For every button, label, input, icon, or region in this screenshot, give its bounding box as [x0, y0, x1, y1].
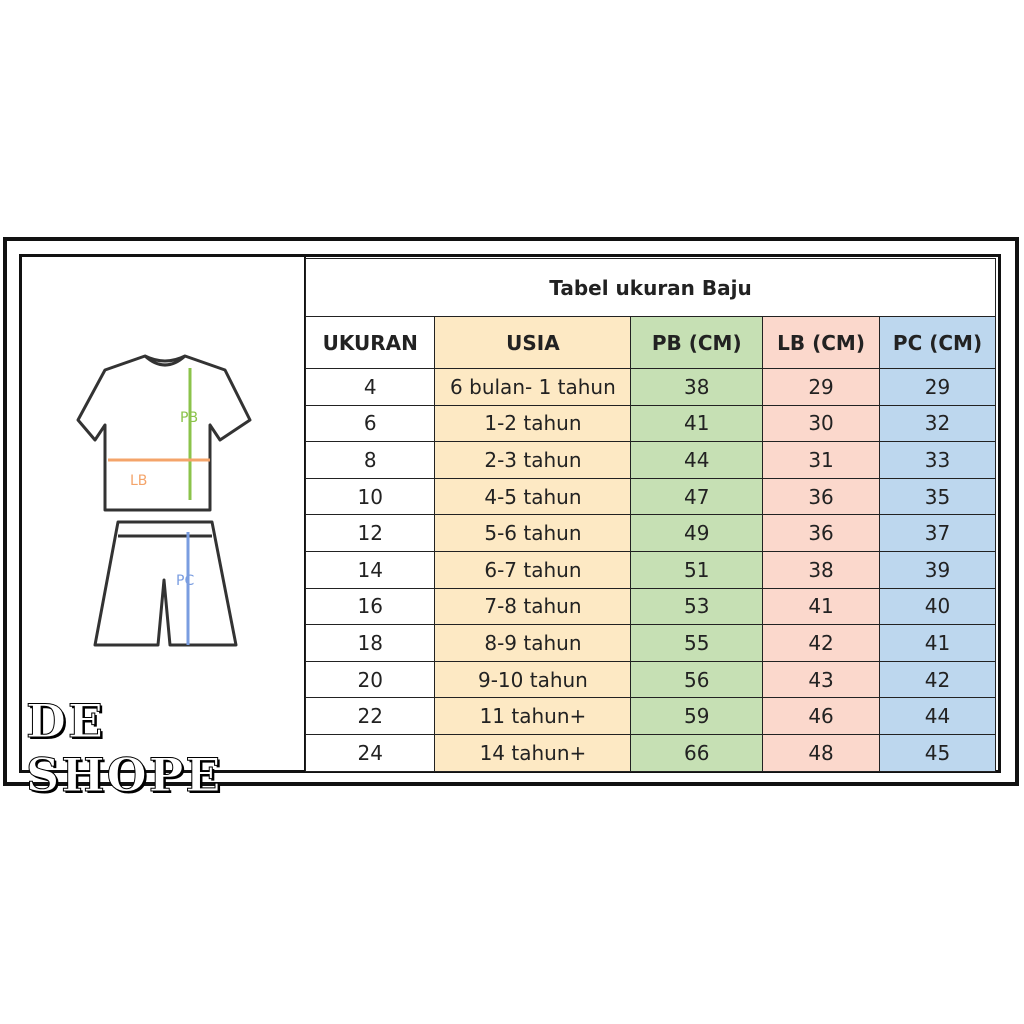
- header-cell: PB (CM): [630, 316, 764, 369]
- size-table: Tabel ukuran Baju UKURAN USIA PB (CM) LB (C…: [304, 258, 996, 772]
- header-cell: UKURAN: [304, 316, 436, 369]
- table-cell: 39: [879, 550, 996, 589]
- table-title: Tabel ukuran Baju: [305, 258, 996, 317]
- table-cell: 18: [304, 624, 436, 662]
- table-cell: 42: [879, 660, 996, 699]
- table-cell: 8: [304, 441, 436, 479]
- table-cell: 12: [304, 514, 436, 552]
- table-cell: 59: [630, 697, 764, 735]
- table-cell: 11 tahun+: [434, 697, 632, 735]
- table-cell: 66: [630, 733, 764, 772]
- table-row: 24 14 tahun+ 66 48 45: [304, 733, 996, 772]
- table-cell: 41: [630, 404, 764, 443]
- table-cell: 37: [879, 514, 996, 552]
- table-cell: 53: [630, 587, 764, 626]
- table-row: 12 5-6 tahun 49 36 37: [304, 514, 996, 552]
- table-cell: 47: [630, 477, 764, 516]
- table-cell: 45: [879, 733, 996, 772]
- table-cell: 44: [630, 441, 764, 479]
- table-cell: 38: [762, 550, 881, 589]
- table-cell: 24: [304, 733, 436, 772]
- inner-frame: [19, 254, 1001, 773]
- pc-label: PC: [176, 573, 194, 589]
- table-row: 14 6-7 tahun 51 38 39: [304, 550, 996, 589]
- table-cell: 55: [630, 624, 764, 662]
- table-cell: 32: [879, 404, 996, 443]
- illustration: PB LB PC: [76, 354, 252, 647]
- table-cell: 56: [630, 660, 764, 699]
- table-cell: 6: [304, 404, 436, 443]
- brand: DE SHOPE: [26, 694, 223, 803]
- table-cell: 8-9 tahun: [434, 624, 632, 662]
- table-cell: 38: [630, 368, 764, 406]
- table-cell: 16: [304, 587, 436, 626]
- table-cell: 29: [879, 368, 996, 406]
- table-cell: 33: [879, 441, 996, 479]
- table-cell: 20: [304, 660, 436, 699]
- table-cell: 41: [762, 587, 881, 626]
- header-cell: LB (CM): [762, 316, 881, 369]
- table-cell: 40: [879, 587, 996, 626]
- table-cell: 2-3 tahun: [434, 441, 632, 479]
- table-cell: 6-7 tahun: [434, 550, 632, 589]
- table-cell: 30: [762, 404, 881, 443]
- table-cell: 36: [762, 477, 881, 516]
- table-row: 18 8-9 tahun 55 42 41: [304, 624, 996, 662]
- table-row: 22 11 tahun+ 59 46 44: [304, 697, 996, 735]
- table-cell: 14: [304, 550, 436, 589]
- header-cell: PC (CM): [879, 316, 996, 369]
- table-cell: 14 tahun+: [434, 733, 632, 772]
- table-cell: 36: [762, 514, 881, 552]
- table-cell: 46: [762, 697, 881, 735]
- table-row: 16 7-8 tahun 53 41 40: [304, 587, 996, 626]
- table-cell: 29: [762, 368, 881, 406]
- table-cell: 49: [630, 514, 764, 552]
- table-cell: 48: [762, 733, 881, 772]
- header-cell: USIA: [434, 316, 632, 369]
- table-row: 8 2-3 tahun 44 31 33: [304, 441, 996, 479]
- table-row: 20 9-10 tahun 56 43 42: [304, 660, 996, 699]
- table-row: 6 1-2 tahun 41 30 32: [304, 404, 996, 443]
- table-cell: 4-5 tahun: [434, 477, 632, 516]
- outer-frame: [3, 237, 1019, 786]
- table-cell: 41: [879, 624, 996, 662]
- table-cell: 31: [762, 441, 881, 479]
- table-cell: 22: [304, 697, 436, 735]
- pb-label: PB: [180, 410, 198, 426]
- table-cell: 10: [304, 477, 436, 516]
- table-cell: 7-8 tahun: [434, 587, 632, 626]
- table-cell: 43: [762, 660, 881, 699]
- table-cell: 51: [630, 550, 764, 589]
- lb-label: LB: [130, 473, 147, 489]
- table-cell: 44: [879, 697, 996, 735]
- table-cell: 1-2 tahun: [434, 404, 632, 443]
- table-cell: 42: [762, 624, 881, 662]
- table-cell: 4: [304, 368, 436, 406]
- table-cell: 9-10 tahun: [434, 660, 632, 699]
- table-cell: 6 bulan- 1 tahun: [434, 368, 632, 406]
- table-cell: 35: [879, 477, 996, 516]
- table-row: 10 4-5 tahun 47 36 35: [304, 477, 996, 516]
- table-cell: 5-6 tahun: [434, 514, 632, 552]
- header-row: UKURAN USIA PB (CM) LB (CM) PC (CM): [304, 316, 996, 369]
